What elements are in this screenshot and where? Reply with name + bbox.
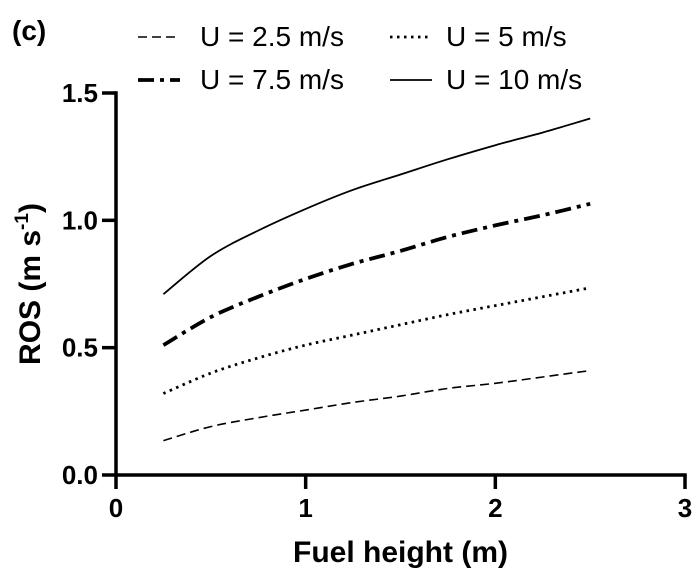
series-line <box>162 286 591 395</box>
legend-label: U = 5 m/s <box>446 21 567 52</box>
y-axis-title-superscript: -1 <box>12 213 33 230</box>
y-tick-label: 0.0 <box>62 460 98 490</box>
x-tick-label: 1 <box>298 493 312 523</box>
y-axis-title: ROS (m s-1) <box>12 203 47 365</box>
legend: U = 2.5 m/s U = 5 m/s U = 7.5 m/s U = 10 m/… <box>138 21 582 95</box>
y-tick-label: 1.0 <box>62 205 98 235</box>
series-line <box>162 117 591 295</box>
plot-series <box>162 117 591 442</box>
panel-label: (c) <box>12 15 46 46</box>
y-axis-title-main: ROS (m s <box>14 230 47 365</box>
series-line <box>163 369 591 442</box>
axes <box>114 91 687 477</box>
legend-label: U = 2.5 m/s <box>200 21 344 52</box>
y-tick-label: 1.5 <box>62 78 98 108</box>
x-axis-title: Fuel height (m) <box>293 536 508 569</box>
x-tick-label: 2 <box>488 493 502 523</box>
series-line <box>162 201 591 347</box>
legend-label: U = 10 m/s <box>446 64 582 95</box>
y-axis-title-close: ) <box>14 203 47 213</box>
x-tick-label: 3 <box>678 493 692 523</box>
x-tick-label: 0 <box>109 493 123 523</box>
x-ticks: 0 1 2 3 <box>109 475 692 523</box>
y-ticks: 0.0 0.5 1.0 1.5 <box>62 78 116 490</box>
y-tick-label: 0.5 <box>62 333 98 363</box>
legend-label: U = 7.5 m/s <box>200 64 344 95</box>
